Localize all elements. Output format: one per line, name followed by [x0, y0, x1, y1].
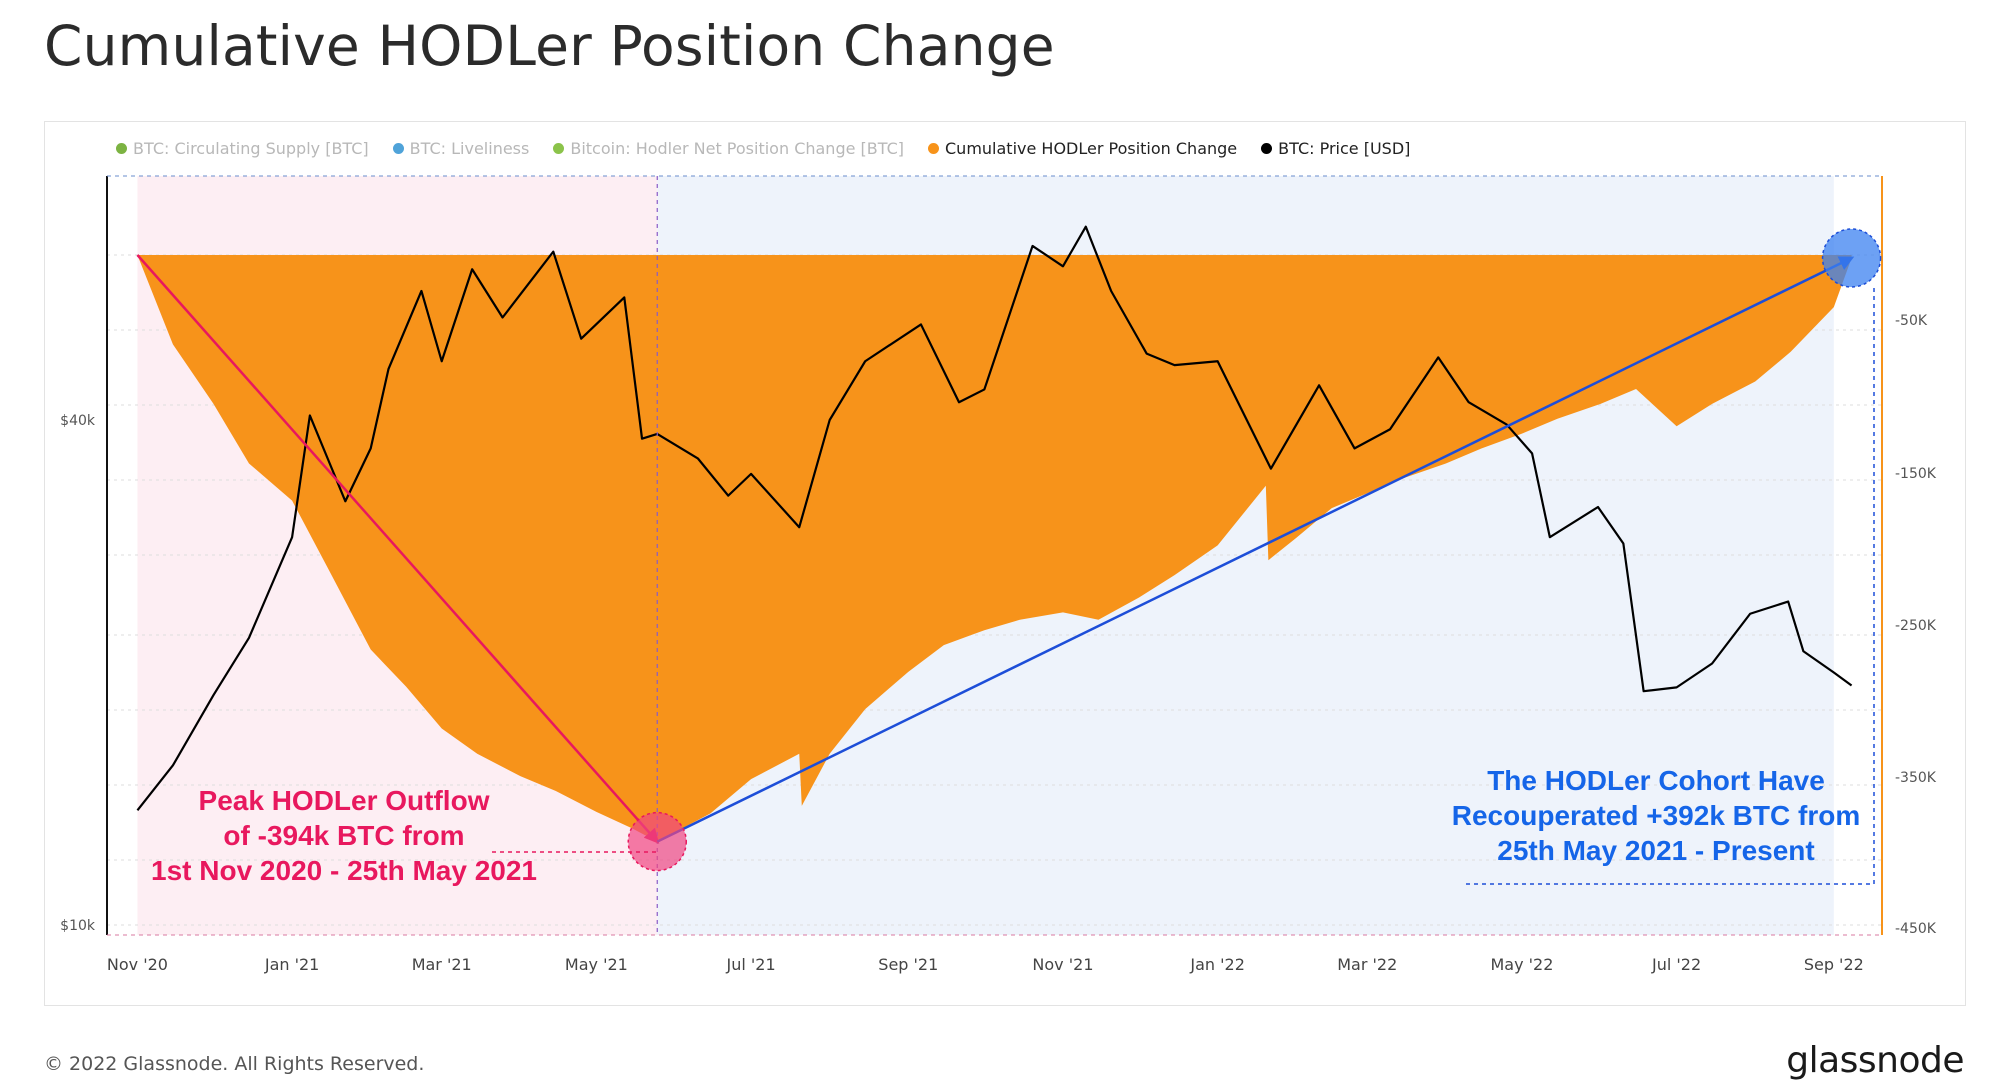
chart-legend: BTC: Circulating Supply [BTC] BTC: Livel…: [116, 139, 1410, 158]
btc-price-line: [136, 225, 1853, 812]
legend-item-cumulative-hodler[interactable]: Cumulative HODLer Position Change: [928, 139, 1237, 158]
legend-label: BTC: Price [USD]: [1278, 139, 1411, 158]
x-tick-label: Jan '22: [1189, 955, 1245, 974]
right-annotation-text: 25th May 2021 - Present: [1497, 835, 1815, 866]
x-tick-label: Sep '21: [878, 955, 938, 974]
legend-label: BTC: Circulating Supply [BTC]: [133, 139, 369, 158]
legend-item-liveliness[interactable]: BTC: Liveliness: [392, 139, 530, 158]
x-tick-label: Jul '21: [725, 955, 775, 974]
left-annotation-text: 1st Nov 2020 - 25th May 2021: [151, 855, 537, 886]
right-tick-label: -350K: [1895, 770, 1937, 786]
recovery-marker: [1821, 228, 1882, 288]
x-tick-label: Nov '20: [107, 955, 168, 974]
legend-item-hodler-net-position[interactable]: Bitcoin: Hodler Net Position Change [BTC…: [553, 139, 904, 158]
left-annotation-text: of -394k BTC from: [223, 820, 464, 851]
legend-dot: [1261, 143, 1273, 154]
right-annotation-text: The HODLer Cohort Have: [1487, 765, 1825, 796]
right-tick-label: -250K: [1895, 618, 1937, 634]
left-annotation-text: Peak HODLer Outflow: [199, 785, 490, 816]
legend-dot: [116, 143, 127, 154]
cumulative-hodler-area: [137, 255, 1852, 842]
peak-outflow-marker: [627, 811, 687, 872]
x-tick-label: May '21: [565, 955, 628, 974]
right-tick-label: -150K: [1895, 466, 1937, 482]
outflow-arrow: [136, 254, 660, 844]
glassnode-logo: glassnode: [1786, 1040, 1964, 1081]
x-tick-label: Mar '21: [412, 955, 472, 974]
legend-dot: [392, 143, 404, 154]
legend-dot: [928, 143, 939, 154]
legend-dot: [553, 143, 565, 154]
x-tick-label: Jan '21: [264, 955, 320, 974]
legend-label: Cumulative HODLer Position Change: [945, 139, 1238, 158]
left-tick-label: $40k: [60, 413, 96, 429]
copyright-notice: © 2022 Glassnode. All Rights Reserved.: [44, 1053, 425, 1075]
right-annotation-text: Recouperated +392k BTC from: [1452, 800, 1860, 831]
x-tick-label: Jul '22: [1651, 955, 1701, 974]
legend-item-btc-price[interactable]: BTC: Price [USD]: [1261, 139, 1410, 158]
legend-label: BTC: Liveliness: [409, 139, 530, 158]
right-tick-label: -450K: [1895, 921, 1937, 937]
right-tick-label: -50K: [1895, 313, 1928, 329]
x-tick-label: Sep '22: [1804, 955, 1864, 974]
legend-item-circulating-supply[interactable]: BTC: Circulating Supply [BTC]: [116, 139, 369, 158]
legend-label: Bitcoin: Hodler Net Position Change [BTC…: [570, 139, 904, 158]
page-title: Cumulative HODLer Position Change: [44, 14, 1055, 78]
x-tick-label: Mar '22: [1337, 955, 1397, 974]
x-tick-label: Nov '21: [1032, 955, 1093, 974]
x-tick-label: May '22: [1490, 955, 1553, 974]
left-tick-label: $10k: [60, 918, 96, 934]
recovery-arrow: [656, 256, 1855, 843]
chart-frame: [44, 121, 1966, 1006]
